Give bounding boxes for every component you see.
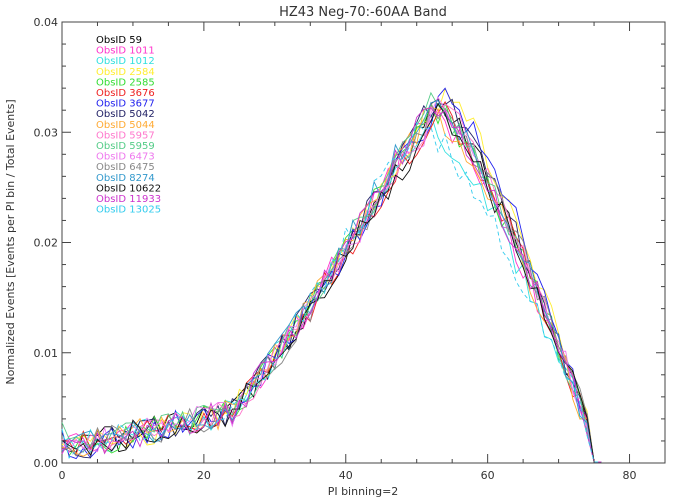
axes-group: 0 20 40 60 80 0.00 0.01 0.02 0.03 0.04 — [34, 16, 666, 482]
x-tick-label: 80 — [623, 469, 637, 482]
legend-entry: ObsID 3677 — [96, 99, 155, 110]
legend-entry: ObsID 59 — [96, 35, 142, 46]
y-axis-label: Normalized Events [Events per PI bin / T… — [4, 99, 17, 384]
legend-entry: ObsID 8274 — [96, 173, 155, 184]
legend-entry: ObsID 5044 — [96, 120, 155, 131]
y-tick-label: 0.03 — [34, 126, 59, 139]
legend-entry: ObsID 10622 — [96, 183, 161, 194]
y-tick-label: 0.01 — [34, 347, 59, 360]
legend-entry: ObsID 6475 — [96, 162, 155, 173]
chart-title: HZ43 Neg-70:-60AA Band — [279, 5, 447, 20]
y-tick-label: 0.00 — [34, 457, 59, 470]
series-line-obsid-11933 — [61, 107, 602, 463]
series-line-obsid-1012 — [61, 112, 602, 463]
x-tick-label: 0 — [59, 469, 66, 482]
series-line-obsid-6475 — [61, 101, 602, 463]
series-line-obsid-1011 — [61, 108, 602, 463]
series-group — [61, 87, 602, 463]
legend-entry: ObsID 3676 — [96, 88, 155, 99]
legend-entry: ObsID 2585 — [96, 77, 155, 88]
legend-entry: ObsID 5957 — [96, 130, 155, 141]
legend-entry: ObsID 2584 — [96, 67, 155, 78]
x-tick-label: 40 — [339, 469, 353, 482]
series-line-obsid-13025 — [61, 122, 602, 463]
x-axis-label: PI binning=2 — [328, 485, 399, 498]
legend-entry: ObsID 5959 — [96, 141, 155, 152]
series-line-obsid-10622 — [61, 102, 602, 463]
y-tick-label: 0.02 — [34, 237, 59, 250]
x-tick-label: 20 — [197, 469, 211, 482]
legend-entry: ObsID 1011 — [96, 46, 155, 57]
x-tick-label: 60 — [481, 469, 495, 482]
legend-entry: ObsID 11933 — [96, 194, 161, 205]
legend-entry: ObsID 1012 — [96, 56, 155, 67]
series-line-obsid-5042 — [61, 98, 602, 463]
legend-entry: ObsID 6473 — [96, 152, 155, 163]
legend-entry: ObsID 13025 — [96, 205, 161, 216]
y-tick-label: 0.04 — [34, 16, 59, 29]
legend-entry: ObsID 5042 — [96, 109, 155, 120]
series-line-obsid-3677 — [61, 87, 602, 463]
